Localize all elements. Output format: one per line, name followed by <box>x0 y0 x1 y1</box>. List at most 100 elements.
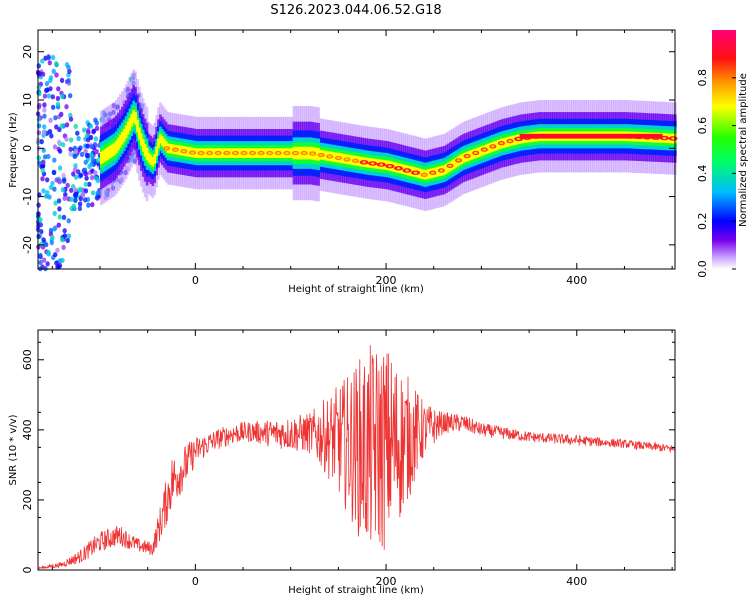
spectrogram-noise-cell <box>66 64 71 71</box>
spectrogram-peak-core <box>233 152 238 155</box>
spectrogram-noise-cell <box>39 229 44 235</box>
spectrogram-peak-core <box>405 169 409 172</box>
spectrogram-noise-cell <box>53 252 58 258</box>
spectrogram-noise-cell <box>73 187 79 193</box>
colorbar-ticks: 0.0 0.2 0.4 0.6 0.8 <box>696 69 736 278</box>
spectrogram-noise-cell <box>73 174 79 180</box>
spectrogram-peak-core <box>216 152 220 155</box>
spectrogram-peak-core <box>173 148 178 151</box>
spectrogram-noise-cell <box>41 188 46 194</box>
spectrogram-peak-core <box>190 151 195 154</box>
spectrogram-peak-core <box>328 155 332 158</box>
spectrogram-ytick-label: 0 <box>21 145 34 152</box>
spectrogram-noise-cell <box>68 93 73 99</box>
spectrogram-noise-cell <box>36 84 42 90</box>
spectrogram-noise-cell <box>38 259 43 266</box>
spectrogram-noise-cell <box>36 130 42 136</box>
spectrogram-noise-cell <box>60 237 65 243</box>
spectrogram-peak-core <box>250 152 255 155</box>
spectrogram-noise-cell <box>68 146 73 152</box>
spectrogram-noise-cell <box>57 206 62 212</box>
spectrogram-noise-cell <box>83 159 88 165</box>
spectrogram-noise-cell <box>42 107 47 113</box>
spectrogram-noise-cell <box>61 172 66 178</box>
spectrogram-noise-cell <box>60 257 65 263</box>
spectrogram-ridge-cell <box>239 148 242 158</box>
spectrogram-noise-cell <box>55 101 61 107</box>
snr-ytick-label: 400 <box>21 419 34 440</box>
spectrogram-noise-cell <box>52 210 57 216</box>
spectrogram-peak-core <box>310 152 315 155</box>
spectrogram-noise-cell <box>93 170 98 176</box>
spectrogram-noise-cell <box>56 222 61 228</box>
spectrogram-noise-cell <box>54 72 59 78</box>
spectrogram-noise-cell <box>52 169 57 176</box>
spectrogram-noise-cell <box>73 197 78 203</box>
spectrogram-noise-cell <box>62 195 67 201</box>
spectrogram-xtick-label: 0 <box>192 274 199 287</box>
spectrogram-noise-cell <box>41 147 46 153</box>
spectrogram-noise-cell <box>95 178 101 184</box>
spectrogram-noise-cell <box>36 116 42 122</box>
spectrogram-ridge-cell <box>452 159 456 169</box>
spectrogram-noise-cell <box>78 196 84 202</box>
spectrogram-noise-cell <box>36 155 41 161</box>
spectrogram-noise-cell <box>48 184 54 190</box>
spectrogram-ridge-cell <box>222 148 225 158</box>
spectrogram-noise-cell <box>93 136 99 142</box>
spectrogram-ridge-cell <box>161 136 164 146</box>
spectrogram-noise-cell <box>89 175 95 181</box>
spectrogram-noise-cell <box>42 124 47 130</box>
spectrogram-noise-cell <box>88 123 94 129</box>
snr-ytick-label: 600 <box>21 349 34 370</box>
spectrogram-ridge-cell <box>349 155 353 165</box>
spectrogram-ridge-cell <box>162 138 166 149</box>
spectrogram-peak-core <box>362 161 366 164</box>
spectrogram-peak-core <box>388 165 392 168</box>
spectrogram-ridge-cell <box>143 143 147 157</box>
spectrogram-peak-core <box>465 155 469 158</box>
colorbar-label: Normalized spectral amplitude <box>738 73 749 227</box>
spectrogram-ridge-cell <box>159 133 162 144</box>
snr-ytick-label: 0 <box>21 567 34 574</box>
spectrogram-ridge-cell <box>149 155 153 165</box>
spectrogram-ridge-cell <box>140 133 143 146</box>
spectrogram-noise-cell <box>73 148 79 155</box>
spectrogram-peak-core <box>422 173 427 176</box>
spectrogram-noise-cell <box>40 58 45 64</box>
spectrogram-panel: 0 200 400 -20 -10 0 10 20 Height of straight li… <box>8 29 678 295</box>
spectrogram-noise-cell <box>72 167 78 173</box>
spectrogram-noise-cell <box>50 234 55 240</box>
spectrogram-noise-cell <box>64 104 69 110</box>
spectrogram-noise-cell <box>52 226 57 232</box>
spectrogram-peak-core <box>336 156 341 159</box>
spectrogram-noise-cell <box>61 244 66 250</box>
spectrogram-noise-cell <box>66 233 72 239</box>
spectrogram-noise-cell <box>93 117 98 123</box>
spectrogram-ridge-cell <box>122 129 126 142</box>
spectrogram-noise-cell <box>56 198 62 204</box>
spectrogram-ridge-cell <box>290 148 294 158</box>
snr-ticks: 0 200 400 0 200 400 600 <box>21 330 675 588</box>
spectrogram-noise-cell <box>49 133 54 139</box>
spectrogram-noise-cell <box>55 247 60 253</box>
spectrogram-ridge-cell <box>151 157 155 167</box>
spectrogram-noise-cell <box>87 181 92 187</box>
spectrogram-ridge-cell <box>107 146 111 160</box>
spectrogram-peak-core <box>267 152 272 155</box>
spectrogram-noise-cell <box>87 163 92 170</box>
spectrogram-noise-cell <box>38 71 43 77</box>
spectrogram-noise-cell <box>80 192 86 198</box>
spectrogram-noise-cell <box>60 187 66 193</box>
spectrogram-peak-core <box>302 152 306 155</box>
spectrogram-peak-core <box>473 151 478 154</box>
spectrogram-noise-cell <box>41 257 47 263</box>
spectrogram-ridge-cell <box>115 140 118 154</box>
spectrogram-peak-core <box>345 158 349 161</box>
spectrogram-ridge-cell <box>496 140 500 150</box>
spectrogram-ridge-cell <box>325 150 328 161</box>
spectrogram-ridge-cell <box>100 151 103 165</box>
snr-series-line <box>37 345 676 570</box>
spectrogram-noise-cell <box>83 188 89 194</box>
spectrogram-peak-core <box>259 152 263 155</box>
